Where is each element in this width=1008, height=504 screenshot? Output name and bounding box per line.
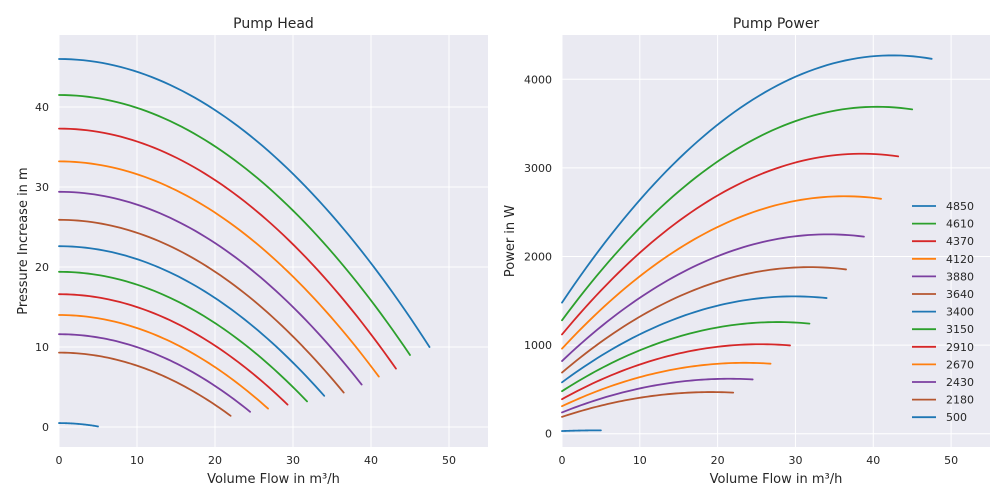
pump-power-x-tick-label: 20 [711,454,725,467]
legend-label-500: 500 [946,411,967,424]
pump-head-y-tick-label: 10 [35,341,49,354]
pump-power-x-tick-label: 30 [788,454,802,467]
pump-power-x-tick-label: 0 [559,454,566,467]
pump-power-title: Pump Power [733,16,820,32]
pump-head-curve-4120 [58,160,380,378]
pump-power-curve-3400 [561,295,828,384]
pump-head-y-tick-label: 30 [35,181,49,194]
pump-power-curve-3880 [561,233,865,362]
legend-label-4370: 4370 [946,235,974,248]
pump-head-x-tick-label: 40 [364,454,378,467]
legend-label-4850: 4850 [946,200,974,213]
pump-power-curve-4610 [561,105,914,322]
pump-power-y-tick-label: 3000 [524,162,552,175]
pump-power-curve-2430 [561,377,754,414]
pump-power-curve-2910 [561,343,791,401]
pump-power-curve-3150 [561,321,811,393]
legend-label-2180: 2180 [946,394,974,407]
pump-head-curve-3150 [58,270,308,403]
pump-power-y-tick-label: 1000 [524,339,552,352]
pump-head-chart: 0 10 20 30 40 50 0 10 20 30 40 Pump Head Volume Fl… [16,16,488,487]
pump-head-curve-4610 [58,94,411,356]
pump-power-x-tick-label: 40 [866,454,880,467]
legend-label-4120: 4120 [946,253,974,266]
legend-label-4610: 4610 [946,218,974,231]
pump-head-x-tick-label: 10 [130,454,144,467]
pump-power-x-tick-label: 50 [944,454,958,467]
pump-head-curve-3880 [58,190,363,386]
pump-power-xlabel: Volume Flow in m³/h [710,472,843,487]
pump-power-curve-3640 [561,266,847,374]
pump-power-curve-4370 [561,152,900,336]
pump-power-curve-2670 [561,361,772,408]
legend-label-3880: 3880 [946,270,974,283]
pump-head-curve-2180 [58,351,232,417]
pump-power-curve-4850 [561,54,933,304]
pump-power-curve-4120 [561,195,882,350]
pump-head-x-tick-label: 30 [286,454,300,467]
pump-head-curve-500 [58,422,99,428]
pump-head-curve-2910 [58,293,289,406]
pump-power-ylabel: Power in W [503,205,518,277]
pump-head-xlabel: Volume Flow in m³/h [207,472,340,487]
pump-head-y-tick-label: 40 [35,101,49,114]
pump-power-curve-500 [561,429,602,432]
pump-head-plot-area [59,35,488,447]
pump-power-y-tick-label: 4000 [524,73,552,86]
pump-head-ylabel: Pressure Increase in m [16,167,31,314]
pump-head-curve-2670 [58,314,269,410]
pump-head-curve-3400 [58,245,326,397]
legend-label-2430: 2430 [946,376,974,389]
pump-power-y-tick-label: 2000 [524,251,552,264]
pump-head-curve-4370 [58,127,397,370]
pump-head-curve-4850 [58,58,431,348]
legend-label-3150: 3150 [946,323,974,336]
pump-power-curve-2180 [561,391,735,418]
pump-head-curve-2430 [58,333,251,413]
pump-head-x-tick-label: 0 [56,454,63,467]
pump-power-x-tick-label: 10 [633,454,647,467]
pump-power-y-tick-label: 0 [545,428,552,441]
pump-head-x-tick-label: 50 [442,454,456,467]
legend-label-3640: 3640 [946,288,974,301]
pump-head-curve-3640 [58,218,345,394]
pump-head-title: Pump Head [233,16,314,32]
pump-head-x-tick-label: 20 [208,454,222,467]
pump-head-y-tick-label: 20 [35,261,49,274]
pump-power-legend: 4850 4610 4370 4120 3880 3640 3400 3150 2910 2670… [912,200,974,424]
pump-head-y-tick-label: 0 [42,421,49,434]
legend-label-2910: 2910 [946,341,974,354]
legend-label-3400: 3400 [946,306,974,319]
legend-label-2670: 2670 [946,358,974,371]
